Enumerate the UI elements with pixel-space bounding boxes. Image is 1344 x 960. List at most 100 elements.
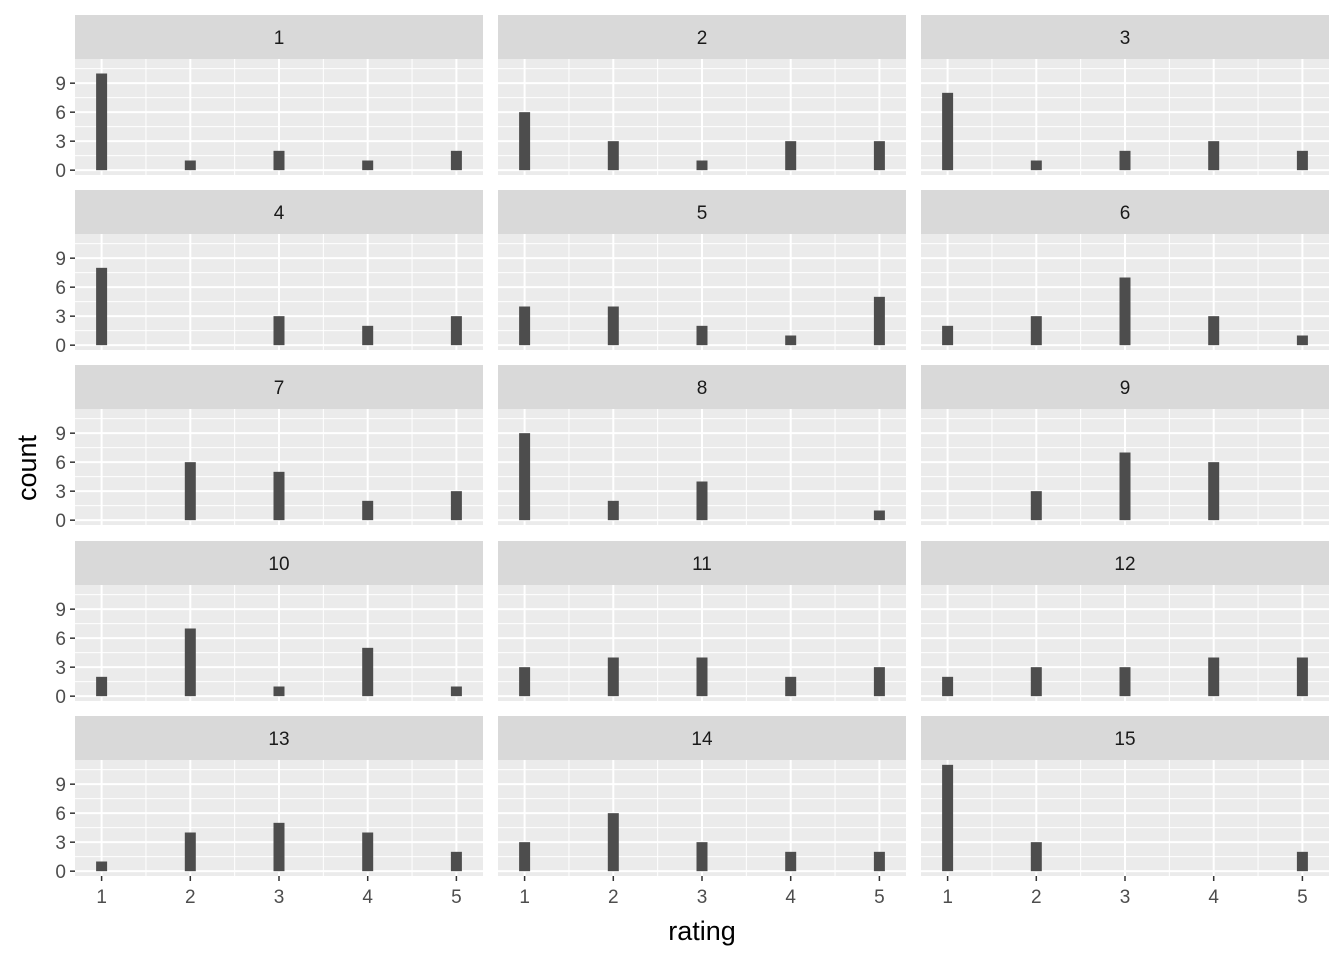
- bar: [1030, 316, 1042, 346]
- bar: [696, 657, 708, 697]
- facet-strip: [921, 541, 1329, 585]
- bar: [273, 686, 285, 697]
- bar: [1296, 150, 1308, 171]
- bar: [519, 306, 531, 346]
- y-tick-label: 0: [55, 687, 66, 708]
- facet-strip-label: 14: [691, 729, 713, 750]
- facet-6: 6: [921, 190, 1329, 350]
- bar: [873, 510, 885, 521]
- facet-strip-label: 3: [1120, 28, 1131, 49]
- bar: [1119, 150, 1131, 171]
- bar: [362, 500, 374, 521]
- x-tick-label: 4: [362, 887, 373, 908]
- facet-strip-label: 9: [1120, 378, 1131, 399]
- facet-strip: [498, 541, 906, 585]
- bar: [1208, 316, 1220, 346]
- facet-1: 1 0 3 6 9: [55, 15, 483, 182]
- bar: [184, 462, 196, 521]
- facet-9: 9: [921, 365, 1329, 525]
- bar: [607, 813, 619, 872]
- facet-strip: [921, 365, 1329, 409]
- gridlines: [921, 585, 1329, 701]
- facet-strip: [75, 365, 483, 409]
- bar: [1208, 141, 1220, 171]
- facet-strip: [921, 190, 1329, 234]
- bar: [96, 73, 108, 171]
- bar: [519, 842, 531, 872]
- facet-strip: [75, 716, 483, 760]
- gridlines: [75, 59, 483, 175]
- bar: [785, 851, 797, 872]
- facet-12: 12: [921, 541, 1329, 701]
- x-tick-label: 4: [785, 887, 796, 908]
- y-tick-label: 9: [55, 74, 66, 95]
- bar: [785, 141, 797, 171]
- y-tick-label: 3: [55, 132, 66, 153]
- y-tick-label: 0: [55, 511, 66, 532]
- bar: [184, 832, 196, 872]
- x-tick-label: 1: [519, 887, 530, 908]
- x-tick-label: 1: [96, 887, 107, 908]
- bar: [873, 296, 885, 346]
- gridlines: [75, 585, 483, 701]
- bar: [96, 861, 108, 872]
- y-tick-label: 9: [55, 424, 66, 445]
- bar: [273, 316, 285, 346]
- y-tick-label: 9: [55, 775, 66, 796]
- bar: [696, 842, 708, 872]
- y-tick-label: 3: [55, 833, 66, 854]
- facet-strip: [75, 15, 483, 59]
- x-tick-label: 2: [185, 887, 196, 908]
- bar: [607, 306, 619, 346]
- facet-4: 4 0 3 6 9: [55, 190, 483, 357]
- facet-strip-label: 6: [1120, 203, 1131, 224]
- bar: [873, 851, 885, 872]
- bar: [450, 686, 462, 697]
- bar: [273, 150, 285, 171]
- facet-strip: [75, 190, 483, 234]
- bar: [519, 112, 531, 171]
- facet-strip: [498, 15, 906, 59]
- bar: [450, 491, 462, 521]
- facet-14: 14 1 2 3 4 5: [498, 716, 906, 908]
- bar: [873, 667, 885, 697]
- bar: [362, 832, 374, 872]
- bar: [873, 141, 885, 171]
- facet-strip: [498, 190, 906, 234]
- y-tick-label: 3: [55, 482, 66, 503]
- gridlines: [75, 760, 483, 876]
- facet-strip-label: 12: [1114, 554, 1135, 575]
- y-tick-label: 3: [55, 307, 66, 328]
- bar: [942, 325, 954, 346]
- x-tick-label: 4: [1208, 887, 1219, 908]
- y-tick-label: 6: [55, 804, 66, 825]
- bar: [607, 657, 619, 697]
- y-tick-label: 9: [55, 600, 66, 621]
- bar: [1030, 842, 1042, 872]
- facet-strip: [75, 541, 483, 585]
- bar: [696, 325, 708, 346]
- facet-5: 5: [498, 190, 906, 350]
- facet-11: 11: [498, 541, 906, 701]
- y-tick-label: 0: [55, 161, 66, 182]
- bar: [1030, 667, 1042, 697]
- x-tick-label: 2: [1031, 887, 1042, 908]
- bar: [184, 628, 196, 697]
- facet-strip-label: 15: [1114, 729, 1135, 750]
- facet-10: 10 0 3 6 9: [55, 541, 483, 708]
- bar: [696, 160, 708, 171]
- bar: [1119, 667, 1131, 697]
- y-tick-label: 6: [55, 278, 66, 299]
- bar: [1030, 160, 1042, 171]
- y-tick-label: 6: [55, 453, 66, 474]
- y-tick-label: 9: [55, 249, 66, 270]
- facet-strip-label: 2: [697, 28, 708, 49]
- x-tick-label: 1: [942, 887, 953, 908]
- facet-strip-label: 7: [274, 378, 285, 399]
- y-tick-label: 6: [55, 103, 66, 124]
- y-tick-label: 0: [55, 336, 66, 357]
- facet-strip: [498, 365, 906, 409]
- bar: [184, 160, 196, 171]
